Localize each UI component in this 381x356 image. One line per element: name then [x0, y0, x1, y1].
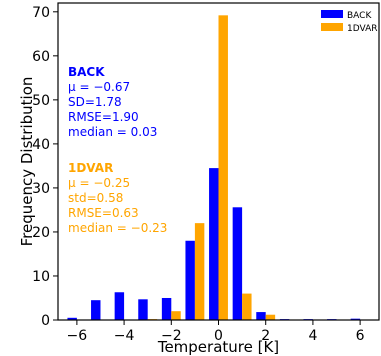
stats-line: μ = −0.25 [68, 176, 130, 190]
y-tick-label: 20 [32, 225, 50, 241]
x-axis-ticks: −6 −4 −2 0 2 4 6 [67, 320, 365, 344]
x-axis-title: Temperature [K] [157, 338, 279, 356]
bar-back-12 [350, 318, 361, 320]
y-tick-label: 50 [32, 93, 50, 109]
y-tick-label: 10 [32, 269, 50, 285]
y-tick-label: 60 [32, 49, 50, 65]
y-tick-label: 70 [32, 5, 50, 21]
y-axis-title: Frequency Distribution [18, 77, 36, 247]
legend-label-1dvar: 1DVAR [347, 24, 378, 34]
bar-1dvar-4 [171, 311, 181, 320]
stats-title-1dvar: 1DVAR [68, 161, 113, 175]
x-tick-label: 2 [261, 328, 270, 344]
legend-swatch-back [321, 10, 343, 18]
bar-back-7 [232, 207, 243, 320]
x-tick-label: −2 [161, 328, 182, 344]
y-axis-ticks: 0 10 20 30 40 50 60 70 [32, 5, 58, 329]
bar-back-8 [256, 312, 266, 320]
x-tick-label: 6 [356, 328, 365, 344]
stats-line: std=0.58 [68, 191, 123, 205]
x-tick-label: 0 [214, 328, 223, 344]
stats-line: RMSE=1.90 [68, 110, 139, 124]
bar-back-0 [67, 317, 77, 320]
bar-back-1 [91, 300, 101, 320]
y-tick-label: 0 [41, 313, 50, 329]
bar-back-4 [161, 297, 172, 320]
x-tick-label: −6 [67, 328, 88, 344]
bar-back-2 [114, 292, 125, 320]
bar-1dvar-7 [242, 293, 252, 320]
stats-line: RMSE=0.63 [68, 206, 139, 220]
bar-1dvar-6 [218, 15, 228, 320]
legend-label-back: BACK [347, 11, 372, 21]
bar-back-5 [185, 240, 195, 320]
x-tick-label: −4 [114, 328, 135, 344]
x-tick-label: 4 [308, 328, 317, 344]
y-tick-label: 30 [32, 181, 50, 197]
legend: BACK 1DVAR [321, 10, 378, 34]
stats-line: median = −0.23 [68, 221, 167, 235]
bar-1dvar-5 [194, 223, 205, 320]
stats-line: μ = −0.67 [68, 80, 130, 94]
bar-back-3 [138, 299, 148, 320]
bar-back-6 [209, 168, 219, 320]
bar-1dvar-8 [265, 314, 276, 320]
y-tick-label: 40 [32, 137, 50, 153]
stats-line: median = 0.03 [68, 125, 157, 139]
stats-line: SD=1.78 [68, 95, 122, 109]
stats-title-back: BACK [68, 65, 105, 79]
legend-swatch-1dvar [321, 23, 343, 31]
